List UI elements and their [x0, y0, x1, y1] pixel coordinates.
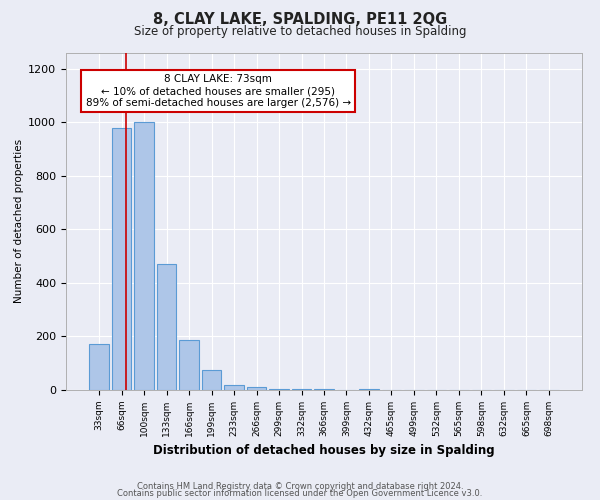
- X-axis label: Distribution of detached houses by size in Spalding: Distribution of detached houses by size …: [153, 444, 495, 458]
- Bar: [134, 122, 154, 390]
- Bar: [179, 340, 199, 390]
- Bar: [202, 370, 221, 390]
- Text: 8, CLAY LAKE, SPALDING, PE11 2QG: 8, CLAY LAKE, SPALDING, PE11 2QG: [153, 12, 447, 28]
- Y-axis label: Number of detached properties: Number of detached properties: [14, 139, 24, 304]
- Bar: [269, 388, 289, 390]
- Bar: [157, 264, 176, 390]
- Bar: [224, 384, 244, 390]
- Text: 8 CLAY LAKE: 73sqm
← 10% of detached houses are smaller (295)
89% of semi-detach: 8 CLAY LAKE: 73sqm ← 10% of detached hou…: [86, 74, 351, 108]
- Bar: [89, 344, 109, 390]
- Bar: [314, 388, 334, 390]
- Text: Contains HM Land Registry data © Crown copyright and database right 2024.: Contains HM Land Registry data © Crown c…: [137, 482, 463, 491]
- Bar: [112, 128, 131, 390]
- Bar: [359, 388, 379, 390]
- Bar: [247, 388, 266, 390]
- Text: Contains public sector information licensed under the Open Government Licence v3: Contains public sector information licen…: [118, 489, 482, 498]
- Text: Size of property relative to detached houses in Spalding: Size of property relative to detached ho…: [134, 25, 466, 38]
